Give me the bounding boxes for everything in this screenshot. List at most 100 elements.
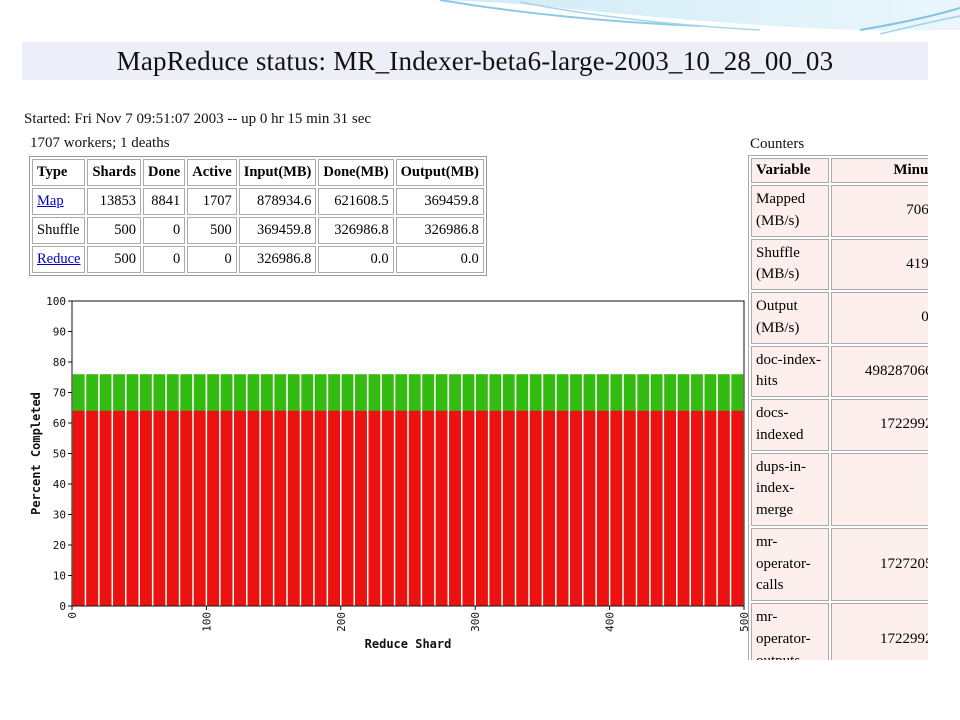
- y-tick-label: 10: [53, 570, 66, 583]
- counter-variable: Mapped (MB/s): [751, 185, 829, 237]
- bar: [704, 410, 717, 606]
- bar: [126, 410, 139, 606]
- counters-label: Counters: [750, 136, 805, 152]
- bar: [113, 410, 125, 606]
- bar: [247, 410, 260, 606]
- counter-variable: Output (MB/s): [751, 292, 829, 344]
- map-link[interactable]: Map: [37, 193, 64, 209]
- bar: [623, 410, 636, 606]
- started-info: Started: Fri Nov 7 09:51:07 2003 -- up 0…: [24, 111, 372, 127]
- y-tick-label: 60: [53, 417, 66, 430]
- reduce-progress-chart: 0 10 20 30 40 50 60 70 80 90 100 0 100 200 300 400 500 R…: [29, 295, 751, 651]
- table-row: Reduce 500 0 0 326986.8 0.0 0.0: [32, 246, 484, 273]
- header-input: Input(MB): [238, 159, 317, 186]
- bar: [301, 410, 314, 606]
- bar: [207, 410, 220, 606]
- bar: [99, 410, 112, 606]
- cell-input: 326986.8: [238, 246, 317, 273]
- cell-input: 369459.8: [238, 217, 317, 244]
- y-tick-label: 0: [59, 600, 66, 613]
- counter-row: Output (MB/s) 0.0: [751, 292, 928, 344]
- reduce-link[interactable]: Reduce: [37, 251, 81, 267]
- counter-value: 17229926: [831, 399, 928, 451]
- cell-active: 0: [187, 246, 237, 273]
- y-tick-label: 20: [53, 539, 66, 552]
- header-shards: Shards: [87, 159, 142, 186]
- bar: [731, 410, 744, 606]
- counter-row: Shuffle (MB/s) 419.2: [751, 238, 928, 290]
- bar: [543, 410, 556, 606]
- cell-type: Shuffle: [32, 217, 86, 244]
- y-tick-label: 70: [53, 387, 66, 400]
- cell-active: 500: [187, 217, 237, 244]
- cell-shards: 500: [87, 217, 142, 244]
- bar: [220, 410, 233, 606]
- cell-input: 878934.6: [238, 188, 317, 215]
- counter-value: 706.5: [831, 185, 928, 237]
- cell-done: 8841: [143, 188, 186, 215]
- bar: [610, 410, 623, 606]
- counter-row: dups-in-index-merge 0: [751, 452, 928, 526]
- counters-panel[interactable]: Variable Minute Mapped (MB/s) 706.5 Shuf…: [748, 155, 928, 660]
- counter-value: 17272056: [831, 527, 928, 601]
- bar: [556, 410, 569, 606]
- x-tick-label: 500: [738, 612, 751, 632]
- y-axis-label: Percent Completed: [29, 392, 43, 515]
- x-tick-label: 100: [200, 612, 213, 632]
- bar: [462, 410, 475, 606]
- counter-value: 419.2: [831, 238, 928, 290]
- status-table: Type Shards Done Active Input(MB) Done(M…: [29, 156, 487, 276]
- bar: [637, 410, 650, 606]
- y-tick-label: 100: [46, 295, 66, 308]
- cell-done-mb: 326986.8: [318, 217, 394, 244]
- x-tick-label: 400: [604, 612, 617, 632]
- header-done-mb: Done(MB): [318, 159, 394, 186]
- bar: [691, 410, 703, 606]
- table-row: Map 13853 8841 1707 878934.6 621608.5 36…: [32, 188, 484, 215]
- header-active: Active: [187, 159, 237, 186]
- cell-done-mb: 0.0: [318, 246, 394, 273]
- bar: [274, 410, 287, 606]
- counters-header: Variable Minute: [751, 158, 928, 183]
- bar: [677, 410, 690, 606]
- header-variable: Variable: [751, 158, 829, 183]
- x-axis-label: Reduce Shard: [365, 637, 452, 651]
- counter-row: docs-indexed 17229926: [751, 399, 928, 451]
- bar: [86, 410, 99, 606]
- y-tick-label: 50: [53, 448, 66, 461]
- bar: [166, 410, 179, 606]
- bar: [489, 410, 502, 606]
- counter-row: doc-index-hits 4982870667: [751, 345, 928, 397]
- bar: [502, 410, 515, 606]
- bar: [234, 410, 246, 606]
- bar: [717, 410, 730, 606]
- counter-value: 0.0: [831, 292, 928, 344]
- counters-table: Variable Minute Mapped (MB/s) 706.5 Shuf…: [748, 155, 928, 660]
- counter-variable: mr-operator-outputs: [751, 603, 829, 660]
- y-tick-label: 30: [53, 509, 66, 522]
- bar: [328, 410, 340, 606]
- bar: [395, 410, 408, 606]
- counter-variable: docs-indexed: [751, 399, 829, 451]
- cell-shards: 500: [87, 246, 142, 273]
- x-tick-label: 200: [335, 612, 348, 632]
- cell-output: 0.0: [395, 246, 484, 273]
- bar: [476, 410, 488, 606]
- x-tick-label: 0: [66, 612, 79, 619]
- counter-variable: doc-index-hits: [751, 345, 829, 397]
- header-decoration: [0, 0, 960, 35]
- counter-row: Mapped (MB/s) 706.5: [751, 185, 928, 237]
- counter-row: mr-operator-outputs 17229926: [751, 603, 928, 660]
- header-output: Output(MB): [395, 159, 484, 186]
- counter-variable: Shuffle (MB/s): [751, 238, 829, 290]
- bar: [422, 410, 435, 606]
- y-tick-label: 90: [53, 326, 66, 339]
- cell-output: 326986.8: [395, 217, 484, 244]
- bar: [381, 410, 394, 606]
- cell-shards: 13853: [87, 188, 142, 215]
- y-tick-label: 80: [53, 356, 66, 369]
- bar: [180, 410, 193, 606]
- status-table-header: Type Shards Done Active Input(MB) Done(M…: [32, 159, 484, 186]
- bar: [368, 410, 381, 606]
- bar: [596, 410, 609, 606]
